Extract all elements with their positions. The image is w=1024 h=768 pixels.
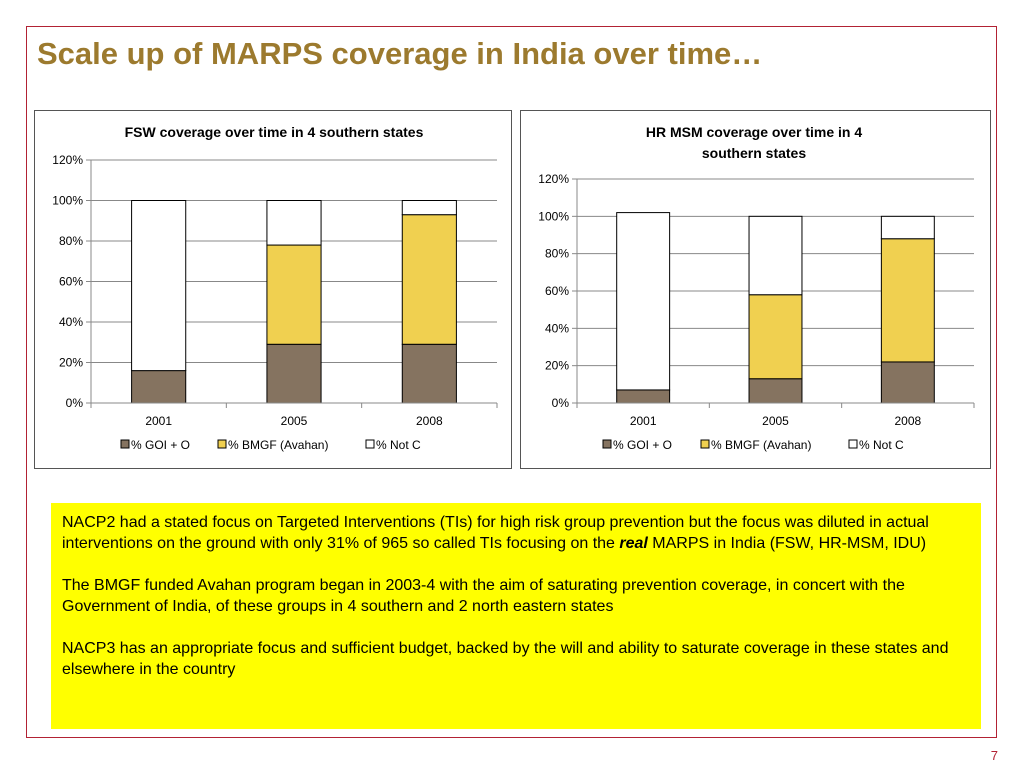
legend-label: % BMGF (Avahan) [711,438,811,452]
chart-title-line-2: southern states [702,145,806,161]
bar-segment [266,244,322,345]
bar-segment [266,343,322,404]
hr-msm-coverage-chart-svg: HR MSM coverage over time in 4 southern s… [538,124,975,452]
slide-title: Scale up of MARPS coverage in India over… [37,36,763,71]
legend-label: % GOI + O [131,438,190,452]
note-nacp2-text-a: NACP2 had a stated focus on Targeted Int… [62,514,929,552]
bar-segment [266,200,322,246]
y-tick-label: 20% [59,356,83,370]
slide-frame [26,26,997,738]
fsw-coverage-chart-svg: FSW coverage over time in 4 southern sta… [52,124,498,452]
bar-segment [401,343,457,404]
y-tick-label: 60% [545,284,569,298]
page-number: 7 [990,748,998,763]
legend-label: % GOI + O [613,438,672,452]
bar-segment [880,215,935,240]
fsw-coverage-chart: FSW coverage over time in 4 southern sta… [34,110,512,469]
y-tick-label: 40% [59,315,83,329]
legend-swatch [217,439,227,449]
legend-swatch [602,439,612,449]
chart-title-line-1: HR MSM coverage over time in 4 [646,124,863,140]
bar-segment [880,238,935,363]
x-tick-label: 2001 [630,414,657,428]
note-nacp2-emphasis: real [619,535,648,552]
bar-segment [401,200,457,216]
legend-swatch [848,439,858,449]
x-tick-label: 2008 [894,414,921,428]
legend-swatch [120,439,130,449]
bar-segment [401,214,457,345]
notes-box: NACP2 had a stated focus on Targeted Int… [51,503,981,729]
y-tick-label: 100% [52,194,83,208]
x-tick-label: 2005 [762,414,789,428]
y-tick-label: 120% [52,153,83,167]
chart-title: FSW coverage over time in 4 southern sta… [125,124,424,140]
bar-segment [748,294,803,380]
y-tick-label: 80% [59,234,83,248]
y-tick-label: 20% [545,359,569,373]
bar-segment [748,378,803,404]
y-tick-label: 60% [59,275,83,289]
y-tick-label: 0% [66,396,84,410]
hr-msm-coverage-chart: HR MSM coverage over time in 4 southern s… [520,110,991,469]
note-paragraph-avahan: The BMGF funded Avahan program began in … [62,577,905,615]
note-paragraph-nacp3: NACP3 has an appropriate focus and suffi… [62,640,949,678]
bar-segment [748,215,803,296]
legend-label: % Not C [376,438,421,452]
bar-segment [616,389,671,404]
x-tick-label: 2008 [416,414,443,428]
bar-segment [880,361,935,404]
legend-label: % Not C [859,438,904,452]
legend-swatch [365,439,375,449]
bar-segment [616,212,671,391]
y-tick-label: 80% [545,247,569,261]
y-tick-label: 120% [538,172,569,186]
x-tick-label: 2005 [281,414,308,428]
note-nacp2-text-b: MARPS in India (FSW, HR-MSM, IDU) [647,535,927,552]
legend-swatch [700,439,710,449]
note-paragraph-nacp2: NACP2 had a stated focus on Targeted Int… [62,512,969,554]
y-tick-label: 0% [552,396,570,410]
y-tick-label: 100% [538,209,569,223]
bar-segment [131,370,187,404]
x-tick-label: 2001 [145,414,172,428]
bar-segment [131,200,187,372]
legend-label: % BMGF (Avahan) [228,438,328,452]
y-tick-label: 40% [545,321,569,335]
